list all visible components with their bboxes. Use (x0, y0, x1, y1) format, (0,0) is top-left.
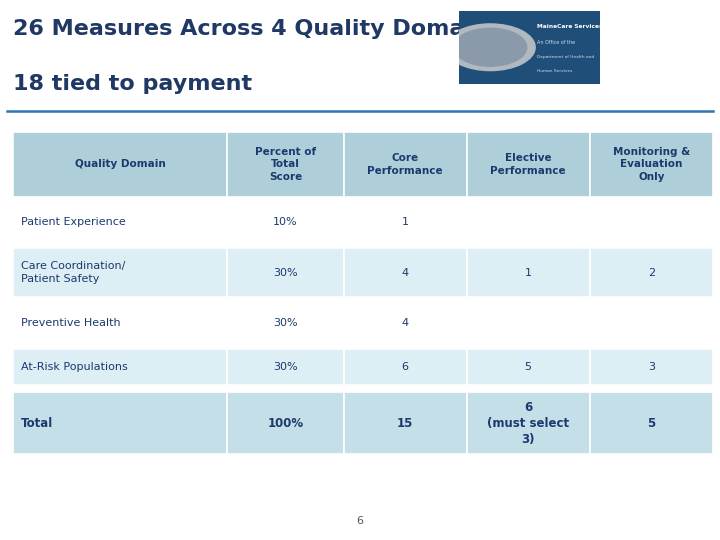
Bar (467, 393, 590, 454)
Bar (343, 349, 467, 384)
Text: Care Coordination/
Patient Safety: Care Coordination/ Patient Safety (22, 261, 126, 284)
Text: At-Risk Populations: At-Risk Populations (22, 362, 128, 372)
Text: 4: 4 (402, 318, 409, 328)
Text: 100%: 100% (267, 416, 304, 429)
Bar (590, 205, 713, 240)
Bar (13, 132, 228, 197)
Text: 18 tied to payment: 18 tied to payment (13, 73, 252, 94)
Text: 30%: 30% (273, 268, 298, 278)
Text: 5: 5 (525, 362, 531, 372)
Text: 30%: 30% (273, 362, 298, 372)
Bar (13, 393, 228, 454)
Text: 6
(must select
3): 6 (must select 3) (487, 401, 570, 446)
Text: 2: 2 (648, 268, 654, 278)
Circle shape (454, 28, 527, 66)
Bar (467, 305, 590, 341)
Text: Percent of
Total
Score: Percent of Total Score (255, 147, 316, 182)
Text: Department of Health and: Department of Health and (536, 56, 594, 59)
Text: 1: 1 (402, 218, 408, 227)
Text: Core
Performance: Core Performance (367, 153, 443, 176)
Text: 6: 6 (356, 516, 364, 526)
Bar (467, 132, 590, 197)
Bar (13, 349, 228, 384)
Text: 5: 5 (647, 416, 655, 429)
Text: 4: 4 (402, 268, 409, 278)
Text: 30%: 30% (273, 318, 298, 328)
Bar (343, 393, 467, 454)
Bar (13, 305, 228, 341)
Bar (343, 305, 467, 341)
Text: Human Services: Human Services (536, 69, 572, 72)
Bar (590, 132, 713, 197)
Bar (343, 132, 467, 197)
Bar (228, 248, 343, 297)
Bar (590, 393, 713, 454)
Text: 6: 6 (402, 362, 408, 372)
Bar (467, 205, 590, 240)
Bar (590, 305, 713, 341)
Bar (467, 248, 590, 297)
Text: Monitoring &
Evaluation
Only: Monitoring & Evaluation Only (613, 147, 690, 182)
Bar (228, 349, 343, 384)
Bar (13, 205, 228, 240)
Text: Patient Experience: Patient Experience (22, 218, 126, 227)
Text: Total: Total (22, 416, 53, 429)
Bar (228, 205, 343, 240)
Text: 3: 3 (648, 362, 654, 372)
Bar (343, 205, 467, 240)
Bar (467, 349, 590, 384)
Bar (228, 305, 343, 341)
Bar (13, 248, 228, 297)
Bar (590, 349, 713, 384)
Text: 1: 1 (525, 268, 531, 278)
Bar (228, 393, 343, 454)
Text: Quality Domain: Quality Domain (75, 159, 166, 170)
Text: 10%: 10% (273, 218, 298, 227)
Bar (590, 248, 713, 297)
Bar (228, 132, 343, 197)
Text: Elective
Performance: Elective Performance (490, 153, 566, 176)
Text: Preventive Health: Preventive Health (22, 318, 121, 328)
Text: 15: 15 (397, 416, 413, 429)
Text: MaineCare Services: MaineCare Services (536, 24, 602, 29)
Circle shape (445, 24, 535, 71)
Bar (343, 248, 467, 297)
Text: An Office of the: An Office of the (536, 40, 575, 45)
Text: 26 Measures Across 4 Quality Domains:: 26 Measures Across 4 Quality Domains: (13, 19, 510, 39)
